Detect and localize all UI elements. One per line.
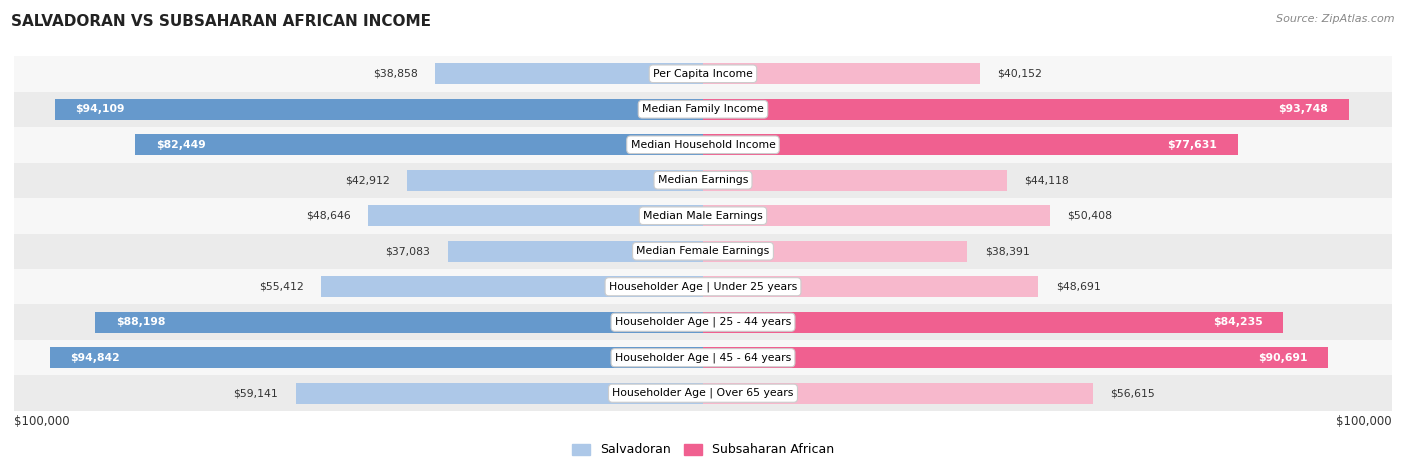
Text: Median Female Earnings: Median Female Earnings (637, 246, 769, 256)
Bar (14, 304, 1392, 340)
Text: $93,748: $93,748 (1278, 104, 1329, 114)
Text: $90,691: $90,691 (1257, 353, 1308, 363)
Bar (14, 163, 1392, 198)
Bar (14, 234, 1392, 269)
Text: Householder Age | Over 65 years: Householder Age | Over 65 years (612, 388, 794, 398)
Text: Median Family Income: Median Family Income (643, 104, 763, 114)
Text: SALVADORAN VS SUBSAHARAN AFRICAN INCOME: SALVADORAN VS SUBSAHARAN AFRICAN INCOME (11, 14, 432, 29)
Bar (135, 134, 703, 155)
Bar (96, 312, 703, 333)
Bar (703, 134, 1237, 155)
Bar (321, 276, 703, 297)
Text: $59,141: $59,141 (233, 388, 278, 398)
Text: Median Household Income: Median Household Income (630, 140, 776, 150)
Bar (703, 276, 1039, 297)
Bar (14, 198, 1392, 234)
Text: $84,235: $84,235 (1213, 317, 1263, 327)
Text: $77,631: $77,631 (1167, 140, 1218, 150)
Bar (14, 127, 1392, 163)
Bar (447, 241, 703, 262)
Text: $94,109: $94,109 (76, 104, 125, 114)
Bar (14, 375, 1392, 411)
Bar (14, 269, 1392, 304)
Bar (408, 170, 703, 191)
Bar (703, 99, 1348, 120)
Text: Householder Age | 45 - 64 years: Householder Age | 45 - 64 years (614, 353, 792, 363)
Text: $42,912: $42,912 (346, 175, 389, 185)
Bar (703, 64, 980, 84)
Text: $88,198: $88,198 (117, 317, 166, 327)
Bar (14, 340, 1392, 375)
Text: Source: ZipAtlas.com: Source: ZipAtlas.com (1277, 14, 1395, 24)
Bar (703, 312, 1284, 333)
Bar (55, 99, 703, 120)
Bar (703, 241, 967, 262)
Text: $94,842: $94,842 (70, 353, 120, 363)
Legend: Salvadoran, Subsaharan African: Salvadoran, Subsaharan African (567, 439, 839, 461)
Text: $40,152: $40,152 (997, 69, 1042, 79)
Bar (368, 205, 703, 226)
Text: $82,449: $82,449 (156, 140, 205, 150)
Text: Householder Age | 25 - 44 years: Householder Age | 25 - 44 years (614, 317, 792, 327)
Text: $50,408: $50,408 (1067, 211, 1112, 221)
Text: $38,858: $38,858 (374, 69, 418, 79)
Bar (703, 347, 1327, 368)
Bar (703, 383, 1092, 403)
Bar (49, 347, 703, 368)
Text: Median Male Earnings: Median Male Earnings (643, 211, 763, 221)
Text: $55,412: $55,412 (259, 282, 304, 292)
Text: $48,646: $48,646 (307, 211, 350, 221)
Text: $100,000: $100,000 (1336, 415, 1392, 428)
Bar (14, 92, 1392, 127)
Bar (295, 383, 703, 403)
Bar (703, 205, 1050, 226)
Text: Per Capita Income: Per Capita Income (652, 69, 754, 79)
Text: $37,083: $37,083 (385, 246, 430, 256)
Bar (436, 64, 703, 84)
Text: $48,691: $48,691 (1056, 282, 1101, 292)
Text: $100,000: $100,000 (14, 415, 70, 428)
Text: Householder Age | Under 25 years: Householder Age | Under 25 years (609, 282, 797, 292)
Text: $44,118: $44,118 (1024, 175, 1069, 185)
Bar (14, 56, 1392, 92)
Text: $56,615: $56,615 (1111, 388, 1154, 398)
Text: Median Earnings: Median Earnings (658, 175, 748, 185)
Bar (703, 170, 1007, 191)
Text: $38,391: $38,391 (984, 246, 1029, 256)
